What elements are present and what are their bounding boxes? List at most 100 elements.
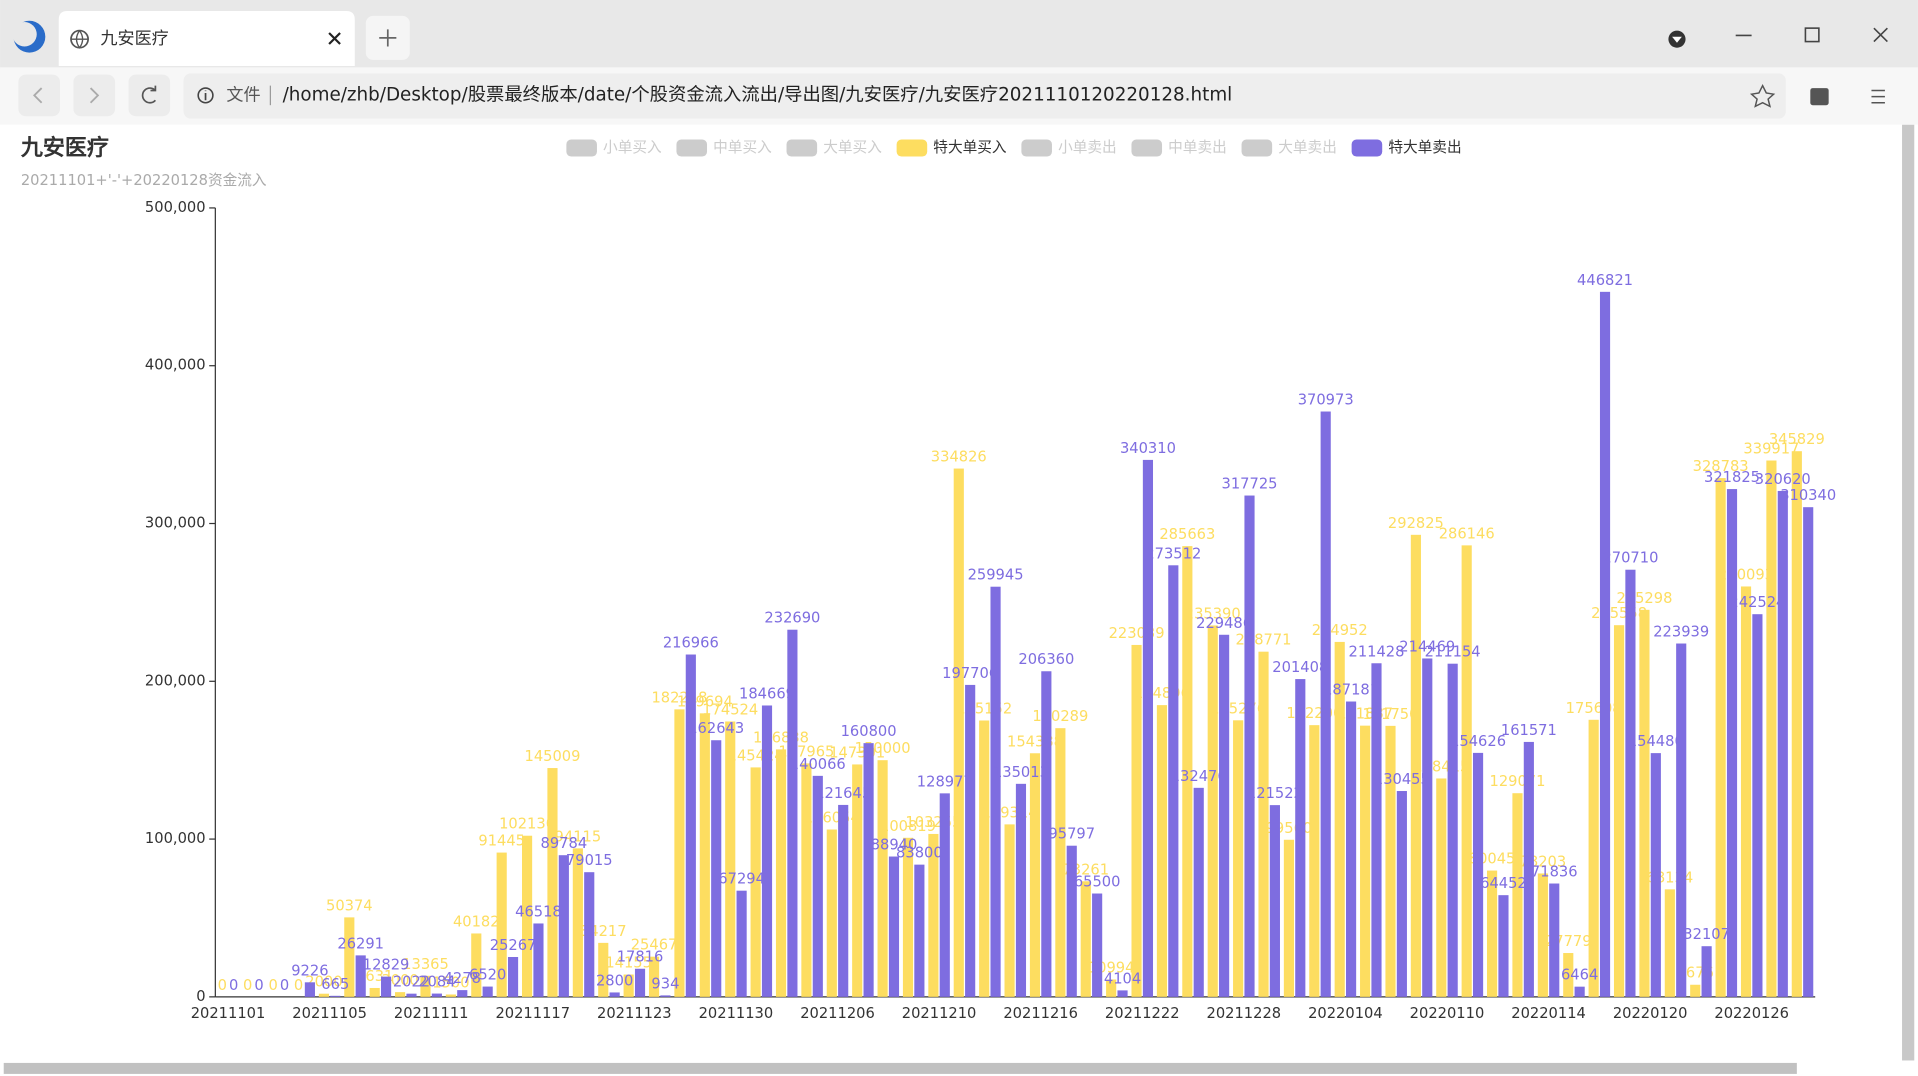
reload-button[interactable] bbox=[128, 74, 171, 117]
bar bbox=[431, 993, 442, 997]
legend-label[interactable]: 小单买入 bbox=[603, 139, 662, 156]
bar bbox=[1676, 643, 1687, 997]
bar bbox=[381, 976, 392, 997]
bar bbox=[965, 684, 976, 997]
bar-value-label: 334826 bbox=[931, 449, 987, 466]
bar-value-label: 40182 bbox=[453, 913, 500, 930]
legend-label[interactable]: 中单卖出 bbox=[1168, 139, 1227, 156]
legend-icon[interactable] bbox=[1241, 139, 1273, 157]
menu-dropdown-arrow bbox=[1672, 36, 1682, 43]
bar bbox=[761, 705, 773, 997]
legend-icon[interactable] bbox=[566, 139, 597, 157]
bar-value-label: 50374 bbox=[326, 897, 373, 914]
bar bbox=[1549, 883, 1560, 997]
legend-icon[interactable] bbox=[1021, 139, 1052, 157]
bar-value-label: 184896 bbox=[1134, 685, 1190, 702]
bar bbox=[1791, 451, 1802, 997]
bar bbox=[330, 995, 341, 997]
bar-value-label: 4104 bbox=[1104, 970, 1141, 987]
bar-value-label: 160800 bbox=[841, 723, 897, 740]
bar-value-label: 171750 bbox=[1363, 706, 1419, 723]
bar-value-label: 145009 bbox=[524, 748, 580, 765]
bar-value-label: 197706 bbox=[942, 665, 998, 682]
bar-value-label: 145424 bbox=[728, 747, 784, 764]
x-tick-label: 20211222 bbox=[1105, 1005, 1180, 1022]
x-tick-label: 20211130 bbox=[699, 1005, 774, 1022]
bar-value-label: 94115 bbox=[555, 828, 602, 845]
close-window-button[interactable] bbox=[1873, 27, 1888, 43]
back-button[interactable] bbox=[18, 74, 60, 117]
bookmark-star[interactable] bbox=[1749, 83, 1776, 108]
bar-value-label: 1500 bbox=[432, 974, 469, 991]
bar-value-label: 232690 bbox=[764, 610, 820, 627]
bar-value-label: 121522 bbox=[1247, 785, 1303, 802]
bar bbox=[1360, 725, 1371, 997]
active-tab[interactable] bbox=[58, 11, 355, 67]
bar bbox=[1498, 895, 1509, 997]
bar-value-label: 89784 bbox=[541, 835, 588, 852]
bar bbox=[1219, 634, 1230, 997]
bar-value-label: 9226 bbox=[291, 962, 328, 979]
vertical-scrollbar[interactable] bbox=[1902, 124, 1915, 1061]
main-menu-button[interactable] bbox=[1871, 89, 1885, 104]
bar-value-label: 0 bbox=[268, 977, 277, 994]
bar bbox=[1346, 701, 1357, 997]
bar bbox=[1613, 625, 1625, 997]
bar-value-label: 140066 bbox=[790, 756, 846, 773]
bar-value-label: 26291 bbox=[337, 935, 384, 952]
legend-icon[interactable] bbox=[676, 139, 708, 157]
tab-favicon-lines bbox=[70, 30, 89, 49]
bar-value-label: 175152 bbox=[956, 700, 1012, 717]
legend-icon[interactable] bbox=[1351, 139, 1383, 157]
bar-value-label: 130455 bbox=[1374, 771, 1430, 788]
legend-icon[interactable] bbox=[896, 139, 928, 157]
legend-label[interactable]: 特大单卖出 bbox=[1388, 139, 1461, 156]
bar-value-label: 13365 bbox=[402, 956, 449, 973]
y-tick-label: 200,000 bbox=[145, 672, 206, 689]
address-bar[interactable] bbox=[183, 73, 1786, 119]
bar bbox=[1295, 679, 1306, 997]
bar bbox=[1410, 534, 1421, 997]
legend-label[interactable]: 小单卖出 bbox=[1058, 139, 1117, 156]
bar-value-label: 218771 bbox=[1236, 632, 1292, 649]
chart-title: 九安医疗 bbox=[20, 135, 109, 161]
tab-title: 九安医疗 bbox=[100, 29, 168, 49]
legend-icon[interactable] bbox=[786, 139, 818, 157]
forward-button[interactable] bbox=[73, 74, 116, 117]
bar-value-label: 0 bbox=[243, 977, 252, 994]
legend-label[interactable]: 大单卖出 bbox=[1278, 139, 1337, 156]
bar bbox=[1701, 946, 1712, 997]
bar bbox=[1320, 411, 1331, 997]
bar-value-label: 286146 bbox=[1439, 525, 1495, 542]
legend-label[interactable]: 特大单买入 bbox=[933, 139, 1007, 156]
bar bbox=[521, 835, 533, 997]
bar bbox=[1283, 839, 1294, 997]
bar bbox=[1512, 793, 1523, 997]
bar-value-label: 270710 bbox=[1602, 550, 1658, 567]
maximize-button[interactable] bbox=[1804, 27, 1820, 43]
bar-value-label: 128977 bbox=[917, 773, 973, 790]
bar-value-label: 14155 bbox=[605, 955, 652, 972]
bar bbox=[826, 829, 837, 997]
bar-value-label: 214469 bbox=[1399, 638, 1455, 655]
bar bbox=[838, 804, 849, 997]
bar-value-label: 175608 bbox=[1566, 700, 1622, 717]
extension-icon[interactable] bbox=[1810, 88, 1829, 106]
bar bbox=[736, 890, 747, 997]
bar-value-label: 245298 bbox=[1616, 590, 1672, 607]
bar-value-label: 345829 bbox=[1769, 431, 1825, 448]
tab-close[interactable] bbox=[328, 32, 341, 45]
horizontal-scrollbar[interactable] bbox=[3, 1062, 1797, 1074]
bar bbox=[609, 992, 620, 997]
y-tick-label: 0 bbox=[196, 988, 205, 1005]
bar-value-label: 154626 bbox=[1450, 733, 1506, 750]
bar bbox=[1182, 546, 1193, 997]
legend-label[interactable]: 大单买入 bbox=[823, 139, 882, 156]
legend-icon[interactable] bbox=[1131, 139, 1163, 157]
bar bbox=[685, 654, 696, 997]
legend-label[interactable]: 中单买入 bbox=[713, 139, 772, 156]
bar-value-label: 934 bbox=[651, 975, 679, 992]
bar bbox=[863, 743, 874, 997]
bar bbox=[939, 793, 950, 997]
